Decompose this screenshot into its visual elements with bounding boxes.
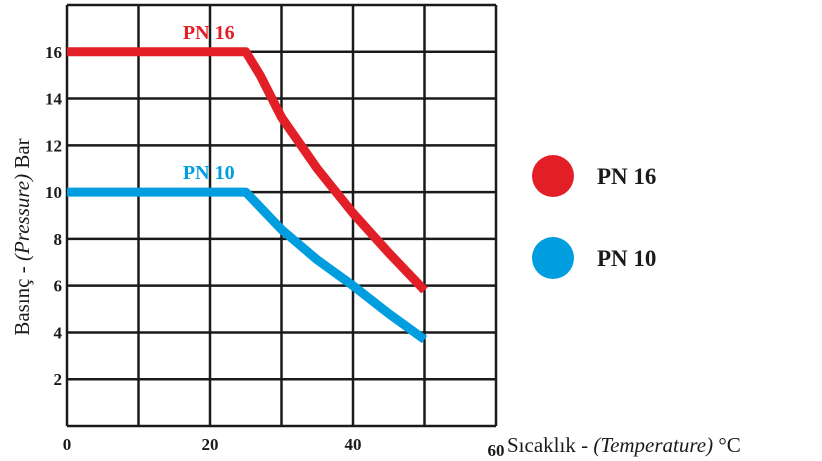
y-tick-label-4: 4 [54, 323, 63, 342]
legend: PN 16 PN 10 [532, 155, 656, 279]
y-tick-label-10: 10 [45, 183, 62, 202]
y-tick-label-16: 16 [45, 43, 62, 62]
y-tick-label-12: 12 [45, 136, 62, 155]
legend-label-pn-10: PN 10 [597, 246, 656, 271]
series-labels: PN 16 PN 10 [183, 22, 235, 184]
series-lines [67, 47, 428, 344]
grid [65, 3, 498, 428]
legend-marker-pn-16 [532, 155, 574, 197]
x-axis-label: Sıcaklık - (Temperature) °C [507, 433, 741, 457]
series-label-pn-16: PN 16 [183, 22, 235, 44]
legend-label-pn-16: PN 16 [597, 164, 656, 189]
legend-marker-pn-10 [532, 237, 574, 279]
tick-labels: 0 20 40 60 2 4 6 8 10 12 14 16 [45, 43, 505, 460]
x-tick-label-40: 40 [345, 435, 362, 454]
y-tick-label-2: 2 [54, 370, 63, 389]
y-tick-label-14: 14 [45, 90, 63, 109]
x-tick-label-60: 60 [488, 441, 505, 460]
y-axis-label: Basınç - (Pressure) Bar [10, 138, 34, 335]
y-tick-label-8: 8 [54, 230, 63, 249]
y-tick-label-6: 6 [54, 277, 63, 296]
series-line-pn-10 [67, 187, 428, 344]
x-tick-label-0: 0 [63, 435, 72, 454]
x-tick-label-20: 20 [202, 435, 219, 454]
series-label-pn-10: PN 10 [183, 162, 235, 184]
series-line-pn-16 [67, 47, 428, 294]
